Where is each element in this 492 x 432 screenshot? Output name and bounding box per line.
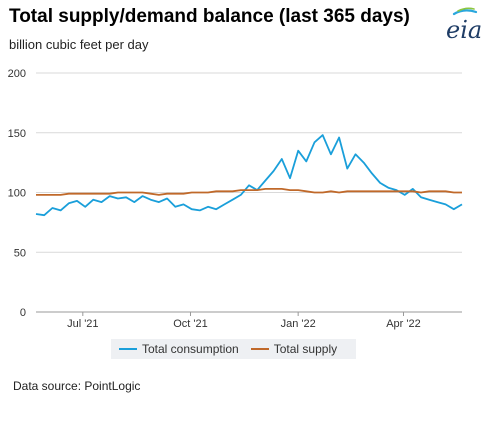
y-tick-label: 50	[14, 247, 26, 259]
legend-item-consumption[interactable]: Total consumption	[119, 342, 239, 356]
x-tick-label: Apr '22	[386, 318, 421, 330]
legend-label-consumption: Total consumption	[142, 342, 239, 356]
x-tick-label: Oct '21	[173, 318, 208, 330]
x-axis-ticks: Jul '21 Oct '21 Jan '22 Apr '22	[67, 312, 421, 330]
gridlines	[36, 72, 462, 313]
chart-title: Total supply/demand balance (last 365 da…	[9, 6, 410, 27]
eia-logo[interactable]: eia	[444, 7, 483, 44]
legend: Total consumption Total supply	[111, 339, 356, 359]
y-tick-label: 0	[20, 307, 26, 319]
legend-label-supply: Total supply	[273, 342, 338, 356]
y-tick-label: 150	[8, 128, 26, 140]
series-line-supply	[36, 188, 462, 196]
y-tick-label: 200	[8, 68, 26, 80]
series-lines	[35, 134, 463, 217]
y-tick-label: 100	[8, 188, 26, 200]
x-tick-label: Jan '22	[281, 318, 316, 330]
x-tick-label: Jul '21	[67, 318, 98, 330]
legend-item-supply[interactable]: Total supply	[250, 342, 338, 356]
series-line-consumption	[35, 134, 463, 217]
chart-subtitle: billion cubic feet per day	[9, 37, 149, 52]
y-axis-ticks: 0 50 100 150 200	[8, 68, 26, 319]
logo-text: eia	[446, 16, 483, 44]
legend-swatch-supply	[250, 348, 269, 350]
data-source: Data source: PointLogic	[13, 379, 141, 393]
logo-swoosh-icon	[452, 7, 478, 16]
legend-swatch-consumption	[119, 348, 137, 350]
